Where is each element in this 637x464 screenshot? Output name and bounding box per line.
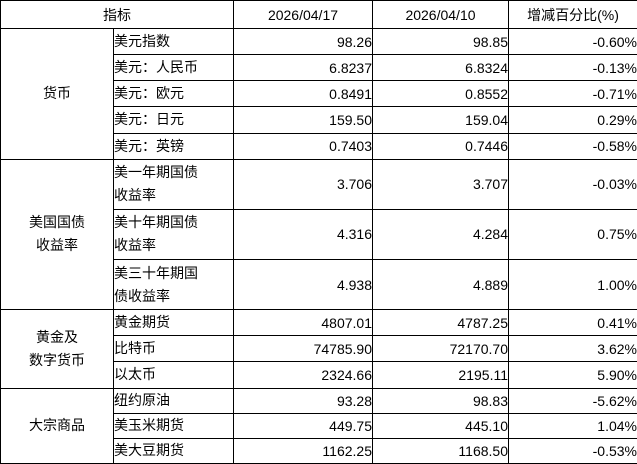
indicator-cell: 纽约原油 (113, 387, 234, 414)
value-cell-date1: 4.938 (233, 259, 373, 311)
change-cell: 1.04% (508, 412, 637, 439)
indicator-cell: 美三十年期国 债收益率 (113, 259, 234, 311)
value-cell-date2: 4.889 (372, 259, 509, 311)
change-cell: -0.71% (508, 80, 637, 108)
value-cell-date1: 2324.66 (233, 361, 373, 389)
change-cell: 3.62% (508, 335, 637, 363)
value-cell-date1: 3.706 (233, 158, 373, 210)
table-row: 美大豆期货 1162.25 1168.50 -0.53% (1, 437, 637, 464)
value-cell-date2: 4787.25 (372, 309, 509, 337)
category-cell-currency: 货币 (0, 28, 114, 160)
value-cell-date2: 2195.11 (372, 361, 509, 389)
value-cell-date1: 98.26 (233, 28, 373, 56)
category-cell-treasury: 美国国债 收益率 (0, 158, 114, 311)
change-cell: 1.00% (508, 259, 637, 311)
table-row: 美元：人民币 6.8237 6.8324 -0.13% (1, 54, 637, 82)
table-row: 黄金及 数字货币 黄金期货 4807.01 4787.25 0.41% (0, 309, 637, 389)
value-cell-date1: 1162.25 (233, 437, 373, 464)
change-cell: -0.60% (508, 28, 637, 56)
indicator-cell: 美玉米期货 (113, 412, 234, 439)
indicator-cell: 比特币 (113, 335, 234, 363)
table-row: 美元：英镑 0.7403 0.7446 -0.58% (1, 132, 637, 160)
change-cell: -0.03% (508, 158, 637, 210)
header-date-1: 2026/04/17 (233, 0, 373, 30)
table-row: 美元：日元 159.50 159.04 0.29% (1, 106, 637, 134)
table-row: 以太币 2324.66 2195.11 5.90% (1, 361, 637, 389)
value-cell-date1: 93.28 (233, 387, 373, 414)
value-cell-date1: 4807.01 (233, 309, 373, 337)
value-cell-date2: 3.707 (372, 158, 509, 210)
table-row: 美玉米期货 449.75 445.10 1.04% (1, 412, 637, 439)
table-row: 美十年期国债 收益率 4.316 4.284 0.75% (1, 208, 637, 261)
indicator-cell: 以太币 (113, 361, 234, 389)
value-cell-date1: 0.7403 (233, 132, 373, 160)
category-cell-commodities: 大宗商品 (0, 387, 114, 464)
indicator-cell: 美大豆期货 (113, 437, 234, 464)
value-cell-date2: 98.85 (372, 28, 509, 56)
value-cell-date2: 4.284 (372, 208, 509, 261)
change-cell: 0.41% (508, 309, 637, 337)
value-cell-date2: 159.04 (372, 106, 509, 134)
change-cell: -0.58% (508, 132, 637, 160)
indicator-cell: 美元：日元 (113, 106, 234, 134)
header-indicator: 指标 (0, 0, 234, 30)
change-cell: -5.62% (508, 387, 637, 414)
table-row: 大宗商品 纽约原油 93.28 98.83 -5.62% (0, 387, 637, 464)
change-cell: -0.53% (508, 437, 637, 464)
value-cell-date1: 0.8491 (233, 80, 373, 108)
value-cell-date2: 0.8552 (372, 80, 509, 108)
value-cell-date1: 159.50 (233, 106, 373, 134)
value-cell-date1: 4.316 (233, 208, 373, 261)
category-cell-gold-crypto: 黄金及 数字货币 (0, 309, 114, 389)
change-cell: 0.29% (508, 106, 637, 134)
indicator-cell: 美十年期国债 收益率 (113, 208, 234, 261)
value-cell-date2: 445.10 (372, 412, 509, 439)
value-cell-date2: 0.7446 (372, 132, 509, 160)
indicator-cell: 美元：英镑 (113, 132, 234, 160)
table-row: 比特币 74785.90 72170.70 3.62% (1, 335, 637, 363)
indicator-cell: 美元指数 (113, 28, 234, 56)
indicator-cell: 美元：人民币 (113, 54, 234, 82)
table-row: 货币 美元指数 98.26 98.85 -0.60% (0, 28, 637, 160)
table-row: 美元：欧元 0.8491 0.8552 -0.71% (1, 80, 637, 108)
value-cell-date2: 98.83 (372, 387, 509, 414)
value-cell-date1: 6.8237 (233, 54, 373, 82)
header-change: 增减百分比(%) (508, 0, 637, 30)
value-cell-date1: 74785.90 (233, 335, 373, 363)
table-row: 美国国债 收益率 美一年期国债 收益率 3.706 3.707 -0.03% (0, 158, 637, 311)
change-cell: 0.75% (508, 208, 637, 261)
change-cell: 5.90% (508, 361, 637, 389)
value-cell-date1: 449.75 (233, 412, 373, 439)
indicator-cell: 美元：欧元 (113, 80, 234, 108)
header-row: 指标 2026/04/17 2026/04/10 增减百分比(%) (0, 0, 637, 30)
change-cell: -0.13% (508, 54, 637, 82)
header-date-2: 2026/04/10 (372, 0, 509, 30)
value-cell-date2: 6.8324 (372, 54, 509, 82)
indicator-cell: 美一年期国债 收益率 (113, 158, 234, 210)
indicator-cell: 黄金期货 (113, 309, 234, 337)
value-cell-date2: 1168.50 (372, 437, 509, 464)
value-cell-date2: 72170.70 (372, 335, 509, 363)
